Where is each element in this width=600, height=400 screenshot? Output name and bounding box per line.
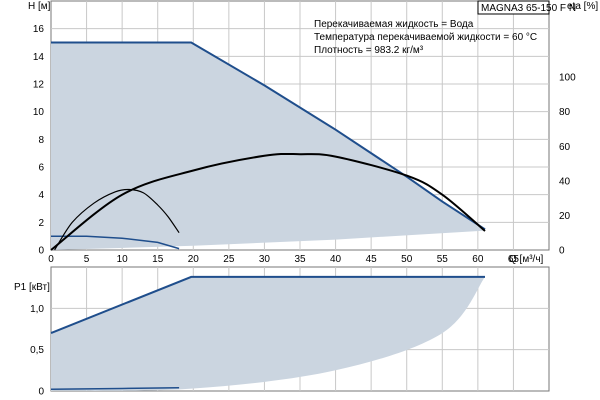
efficiency-max-speed-curve: [50, 152, 486, 251]
x-tick-label: 30: [259, 254, 271, 265]
max-speed-power-curve: [50, 275, 485, 335]
head-curves: [50, 41, 486, 251]
x-axis-title-q: Q [м³/ч]: [509, 254, 544, 265]
x-tick-label: 20: [188, 254, 200, 265]
y-tick-label: 10: [33, 107, 45, 118]
x-tick-label: 60: [472, 254, 484, 265]
y-tick-label: 4: [38, 190, 44, 201]
y-tick-label: 14: [33, 52, 45, 63]
x-tick-label: 5: [84, 254, 90, 265]
y2-tick-label: 40: [559, 176, 571, 187]
y-tick-label: 6: [38, 163, 44, 174]
temperature-annotation: Температура перекачиваемой жидкости = 60…: [314, 32, 537, 43]
y2-tick-label: 60: [559, 142, 571, 153]
x-tick-label: 50: [401, 254, 413, 265]
y-tick-label: 0: [38, 246, 44, 257]
min-speed-head-curve: [51, 235, 180, 250]
p1-tick-label: 0,5: [30, 345, 44, 356]
min-speed-power-curve: [50, 386, 180, 391]
fluid-annotation: Перекачиваемая жидкость = Вода: [314, 19, 474, 30]
x-tick-label: 45: [366, 254, 378, 265]
operating-area-fill: [51, 42, 485, 250]
efficiency-min-speed-curve: [54, 188, 180, 251]
model-title-box: [477, 0, 550, 15]
y-tick-label: 2: [38, 218, 44, 229]
power-area-fill: [51, 276, 485, 391]
power-tick-labels: 0 0,5 1,0: [30, 304, 44, 398]
x-tick-label: 10: [117, 254, 129, 265]
y2-tick-label: 100: [559, 73, 576, 84]
head-panel: 0 5 10 15 20 25 30 35 40 45 50 55 60 65 0 2 4 6 8 10 12 14 16 0…: [28, 0, 598, 265]
p1-tick-label: 0: [38, 387, 44, 398]
max-speed-head-curve: [51, 41, 486, 231]
model-title: MAGNA3 65-150 F N: [481, 3, 576, 14]
x-tick-label: 35: [294, 254, 306, 265]
y-axis-title-p1: P1 [кВт]: [14, 282, 50, 293]
y2-tick-label: 0: [559, 246, 565, 257]
y2-tick-label: 80: [559, 107, 571, 118]
y2-tick-label: 20: [559, 211, 571, 222]
p1-tick-label: 1,0: [30, 304, 44, 315]
y2-axis-title-eta: eta [%]: [567, 1, 598, 12]
y-tick-label: 12: [33, 80, 45, 91]
x-tick-label: 0: [48, 254, 54, 265]
head-tick-labels: 0 5 10 15 20 25 30 35 40 45 50 55 60 65 0 2 4 6 8 10 12 14 16 0…: [33, 24, 576, 265]
x-tick-label: 65: [508, 254, 520, 265]
x-tick-label: 25: [223, 254, 235, 265]
power-curves: [50, 275, 485, 391]
x-tick-label: 15: [152, 254, 164, 265]
power-panel: 0 0,5 1,0 P1 [кВт]: [14, 266, 550, 398]
y-tick-label: 16: [33, 24, 45, 35]
y-axis-title-h: H [м]: [28, 1, 51, 12]
x-tick-label: 40: [330, 254, 342, 265]
density-annotation: Плотность = 983.2 кг/м³: [314, 45, 424, 56]
x-tick-label: 55: [437, 254, 449, 265]
y-tick-label: 8: [38, 135, 44, 146]
